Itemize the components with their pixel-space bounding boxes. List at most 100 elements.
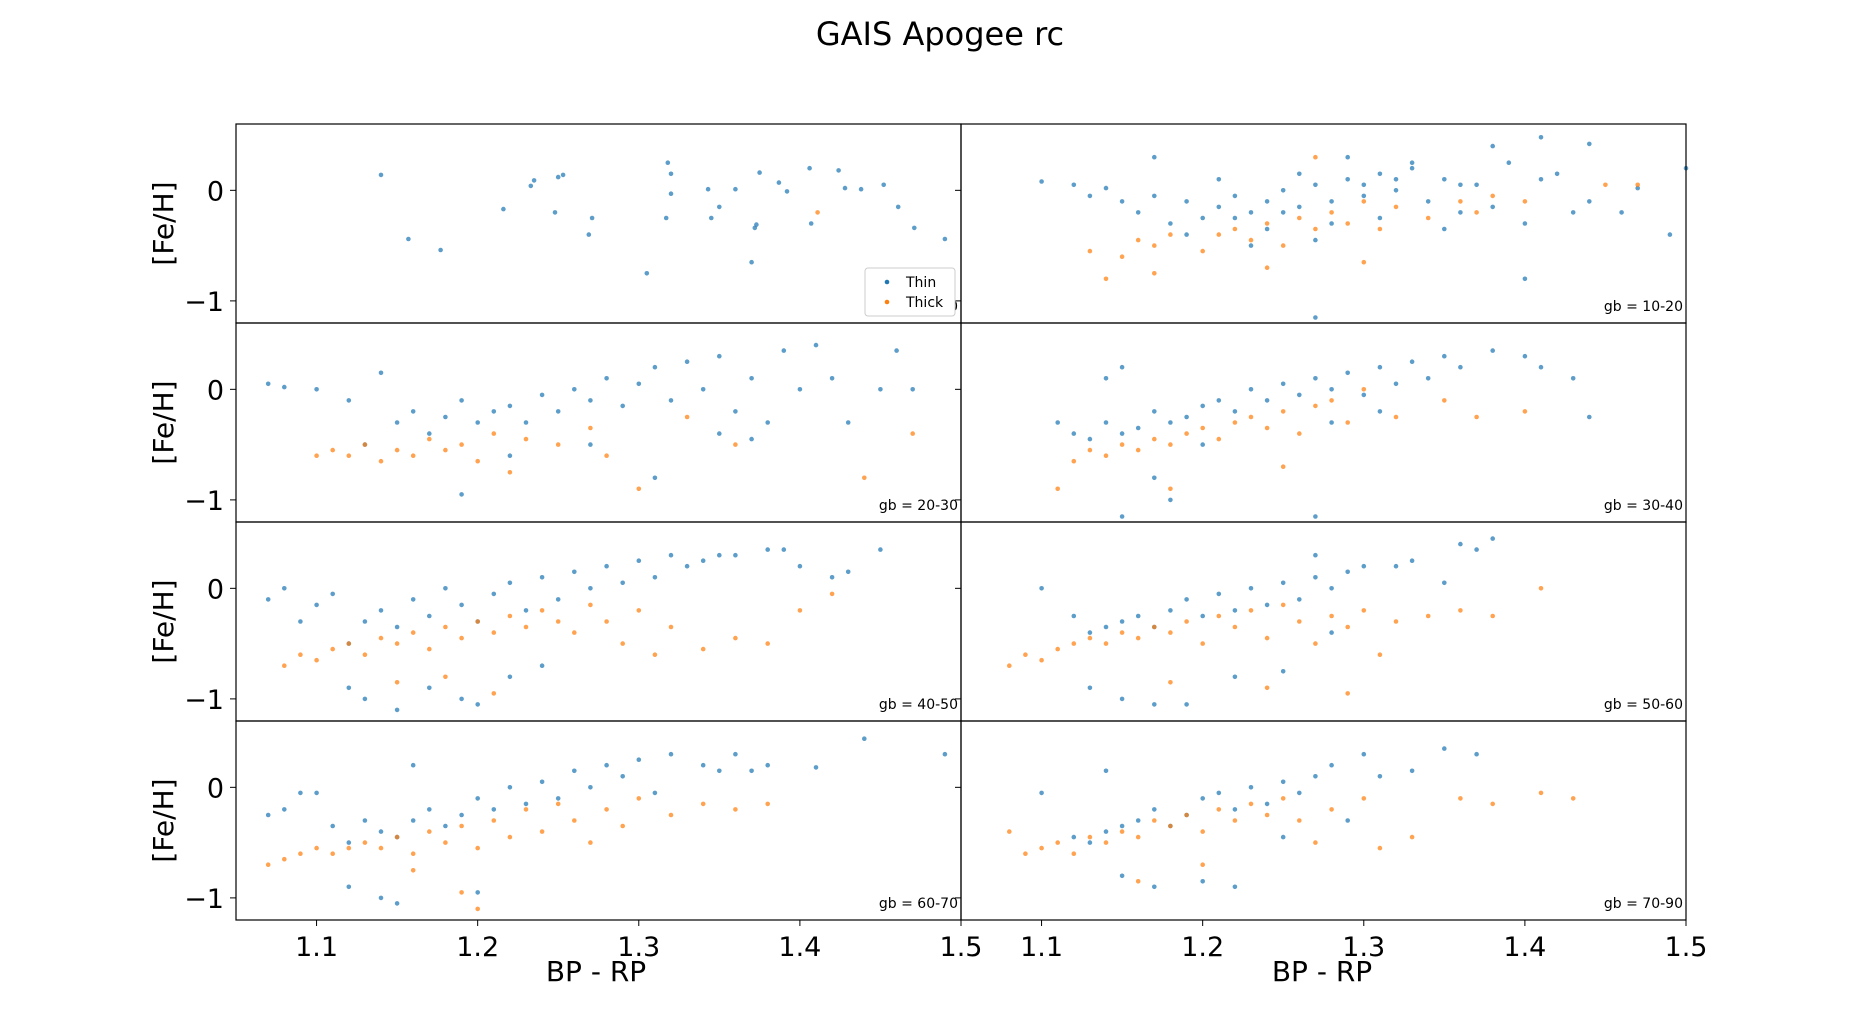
data-point-thick [378, 458, 384, 464]
data-point-thin [1264, 602, 1270, 608]
data-point-thick [1232, 624, 1238, 630]
data-point-thin [1361, 563, 1367, 569]
data-point-thin [1297, 392, 1302, 398]
x-tick-label: 1.5 [1665, 932, 1708, 963]
data-point-thin [282, 586, 287, 591]
data-point-thin [942, 236, 948, 242]
x-axis-label-left: BP - RP [546, 955, 646, 988]
data-point-thin [604, 563, 609, 569]
panel-frame [960, 123, 1687, 324]
data-point-thick [1103, 276, 1109, 282]
x-tick-label: 1.3 [1342, 932, 1385, 963]
data-point-thick [330, 851, 336, 856]
data-point-thin [1297, 171, 1302, 177]
data-point-thin [765, 547, 770, 552]
data-point-thick [1329, 807, 1334, 812]
data-point-thin [765, 762, 770, 768]
data-point-thick [1377, 226, 1383, 232]
data-point-thick [1232, 420, 1238, 425]
data-point-thick [1490, 193, 1495, 199]
data-point-thin [362, 619, 368, 624]
data-point-thin [555, 597, 561, 602]
data-point-thick [346, 845, 352, 851]
data-point-thick [539, 829, 545, 834]
data-point-thick [1232, 226, 1238, 232]
data-point-thin [1297, 597, 1302, 602]
data-point-thick [1313, 403, 1318, 409]
data-point-thin [684, 359, 690, 365]
data-point-thin [668, 398, 674, 403]
y-axis-label: [Fe/H] [147, 181, 180, 265]
data-point-thin [652, 475, 658, 481]
data-point-thin [265, 597, 271, 602]
data-point-thin [1458, 541, 1463, 547]
data-point-thin [910, 387, 915, 392]
data-point-thin [620, 774, 625, 779]
data-point-thin [881, 182, 886, 188]
data-point-thick [733, 442, 738, 447]
data-point-thick [572, 818, 577, 823]
data-point-thick [1248, 608, 1254, 613]
data-point-thin [1200, 442, 1205, 447]
data-point-thin [1039, 790, 1044, 796]
data-point-thin [1587, 414, 1592, 420]
panel-7: 0 −1[Fe/H] gb = 60-70 1.1 1.2 1.3 1.4 1.5 [147, 720, 982, 963]
data-point-thick [815, 210, 820, 215]
data-point-thick [1377, 845, 1383, 851]
data-point-thin [749, 768, 754, 774]
data-point-thin [1587, 141, 1592, 147]
data-point-thin [1587, 199, 1592, 204]
data-point-thick [1087, 447, 1093, 453]
data-point-thin [410, 762, 416, 768]
data-point-thin [1313, 552, 1318, 558]
data-point-thick [314, 845, 319, 851]
data-point-thin [438, 247, 443, 253]
data-point-thin [1490, 536, 1495, 541]
data-point-thin [378, 370, 384, 376]
data-point-thin [314, 387, 319, 392]
data-point-thin [1538, 364, 1544, 370]
data-point-thin [1168, 420, 1173, 425]
data-point-thin [717, 204, 722, 210]
data-point-thick [1087, 635, 1093, 641]
data-point-thin [394, 420, 400, 425]
series-thick [282, 591, 835, 696]
data-point-thick [1007, 829, 1012, 834]
data-point-thin [378, 895, 384, 901]
data-point-thick [1248, 801, 1254, 807]
data-point-thick [700, 801, 706, 807]
data-point-thin [1377, 774, 1383, 779]
data-point-thick [668, 624, 674, 630]
data-point-thick [427, 829, 432, 834]
data-point-thin [588, 398, 593, 403]
data-point-thick [394, 680, 400, 685]
y-tick-label: 0 [207, 375, 224, 406]
data-point-thin [781, 348, 787, 353]
data-point-thick [1184, 431, 1189, 436]
data-point-thin [1200, 403, 1205, 409]
data-point-thin [1103, 768, 1109, 774]
data-point-thick [1538, 790, 1544, 796]
data-point-thin [1329, 199, 1334, 204]
data-point-thin [459, 492, 464, 497]
data-point-thick [1071, 851, 1077, 856]
data-point-thin [523, 608, 529, 613]
data-point-thin [665, 160, 671, 165]
data-point-thin [1232, 193, 1238, 199]
data-point-thin [705, 186, 711, 192]
data-point-thin [942, 751, 948, 757]
data-point-thin [1184, 702, 1189, 707]
data-point-thin [459, 696, 464, 702]
data-point-thin [378, 172, 384, 178]
data-point-thin [1200, 879, 1205, 884]
data-point-thick [1297, 431, 1302, 436]
data-point-thick [1135, 834, 1141, 840]
data-point-thin [507, 453, 513, 459]
data-point-thin [539, 392, 545, 398]
data-point-thin [539, 663, 545, 668]
data-point-thick [1055, 486, 1060, 492]
data-point-thin [1329, 630, 1334, 635]
data-point-thick [491, 691, 497, 696]
data-point-thin [282, 384, 287, 390]
data-point-thin [1280, 210, 1286, 215]
